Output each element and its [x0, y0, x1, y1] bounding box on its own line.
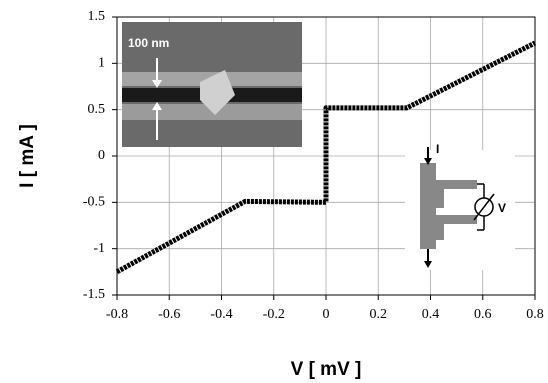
x-tick-label: -0.2	[263, 307, 285, 322]
x-tick-label: 0	[323, 307, 330, 322]
x-tick-label: 0.2	[370, 307, 388, 322]
x-tick-label: -0.4	[210, 307, 232, 322]
y-tick-label: -1	[93, 241, 105, 256]
x-axis-label: V [ mV ]	[291, 359, 362, 380]
scale-bar-label: 100 nm	[128, 36, 169, 50]
y-tick-label: 1	[98, 56, 105, 71]
x-tick-label: -0.8	[106, 307, 128, 322]
y-tick-label: 0	[98, 148, 105, 163]
x-tick-label: -0.6	[158, 307, 180, 322]
y-axis-label: I [ mA ]	[17, 124, 38, 188]
y-tick-label: -0.5	[83, 195, 105, 210]
x-tick-label: 0.8	[526, 307, 544, 322]
y-tick-label: 1.5	[88, 9, 106, 24]
y-tick-label: -1.5	[83, 287, 105, 302]
current-label: I	[436, 142, 439, 156]
y-tick-label: 0.5	[88, 102, 106, 117]
x-tick-label: 0.6	[474, 307, 492, 322]
voltage-label: V	[498, 201, 506, 215]
page: V [ mV ] I [ mA ] -0.8 -0.6 -0.4 -0.2 0 0.2 0.…	[0, 0, 548, 383]
chart: V [ mV ] I [ mA ] -0.8 -0.6 -0.4 -0.2 0 0.2 0.…	[0, 0, 548, 383]
x-tick-label: 0.4	[422, 307, 440, 322]
